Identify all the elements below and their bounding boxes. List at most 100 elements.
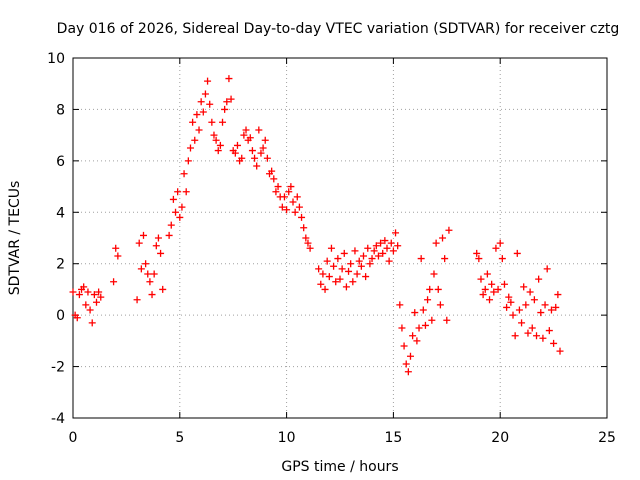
data-point [306, 244, 314, 252]
data-point [219, 118, 227, 126]
data-point [255, 126, 263, 134]
y-axis: -4 -2 0 2 4 6 8 10 [47, 51, 607, 427]
data-point [146, 278, 154, 286]
y-tick-label: -2 [51, 360, 65, 376]
data-point [496, 239, 504, 247]
data-point [150, 270, 158, 278]
data-point [424, 296, 432, 304]
data-point [172, 208, 180, 216]
data-point [195, 126, 203, 134]
data-point [526, 288, 534, 296]
data-point [201, 90, 209, 98]
data-point [73, 314, 81, 322]
data-point [223, 98, 231, 106]
data-point [377, 239, 385, 247]
data-point [503, 303, 511, 311]
data-point [139, 231, 147, 239]
data-point [445, 226, 453, 234]
data-point [302, 234, 310, 242]
data-point [300, 224, 308, 232]
y-tick-label: -4 [51, 411, 65, 427]
data-point [248, 147, 256, 155]
data-point [515, 306, 523, 314]
data-point [545, 327, 553, 335]
data-point [133, 296, 141, 304]
data-point [82, 301, 90, 309]
data-point [287, 183, 295, 191]
data-point [524, 329, 532, 337]
data-point [413, 337, 421, 345]
data-point [144, 270, 152, 278]
data-point [92, 298, 100, 306]
x-axis-label: GPS time / hours [281, 459, 398, 475]
x-tick-label: 25 [598, 430, 616, 446]
data-point [411, 309, 419, 317]
data-point [494, 285, 502, 293]
data-point [240, 131, 248, 139]
data-point [520, 283, 528, 291]
data-point [216, 141, 224, 149]
data-point [353, 270, 361, 278]
data-point [443, 316, 451, 324]
data-point [387, 239, 395, 247]
data-point [323, 257, 331, 265]
data-point [518, 319, 526, 327]
data-point [528, 324, 536, 332]
data-point [197, 98, 205, 106]
data-point [498, 255, 506, 263]
data-point [507, 298, 515, 306]
data-point [556, 347, 564, 355]
data-point [366, 260, 374, 268]
data-point [210, 131, 218, 139]
data-point [204, 77, 212, 85]
data-point [477, 275, 485, 283]
data-point [227, 95, 235, 103]
data-point [159, 285, 167, 293]
data-point [321, 285, 329, 293]
data-point [432, 239, 440, 247]
data-point [95, 288, 103, 296]
data-point [199, 108, 207, 116]
data-point [402, 360, 410, 368]
data-point [110, 278, 118, 286]
data-point [535, 275, 543, 283]
data-point [505, 293, 513, 301]
x-tick-label: 10 [278, 430, 296, 446]
data-point [522, 301, 530, 309]
data-point [135, 239, 143, 247]
data-point [251, 154, 259, 162]
y-tick-label: 10 [47, 51, 65, 67]
y-tick-label: 8 [56, 102, 65, 118]
data-point [270, 175, 278, 183]
data-point [90, 291, 98, 299]
data-point [69, 288, 77, 296]
data-point [550, 339, 558, 347]
data-point [396, 301, 404, 309]
x-tick-label: 15 [384, 430, 402, 446]
data-point [259, 144, 267, 152]
data-point [285, 188, 293, 196]
data-point [208, 118, 216, 126]
data-point [157, 249, 165, 257]
data-point [152, 242, 160, 250]
data-point [246, 134, 254, 142]
data-point [364, 244, 372, 252]
data-point [392, 229, 400, 237]
x-tick-label: 0 [69, 430, 78, 446]
data-point [97, 293, 105, 301]
data-point [137, 265, 145, 273]
data-point [112, 244, 120, 252]
data-point [304, 239, 312, 247]
data-point [334, 255, 342, 263]
data-point [193, 111, 201, 119]
data-point [541, 301, 549, 309]
data-point [180, 170, 188, 178]
data-point [539, 334, 547, 342]
data-point [148, 291, 156, 299]
data-point [439, 234, 447, 242]
data-point [347, 260, 355, 268]
data-point [212, 136, 220, 144]
data-point [327, 244, 335, 252]
data-point [389, 247, 397, 255]
